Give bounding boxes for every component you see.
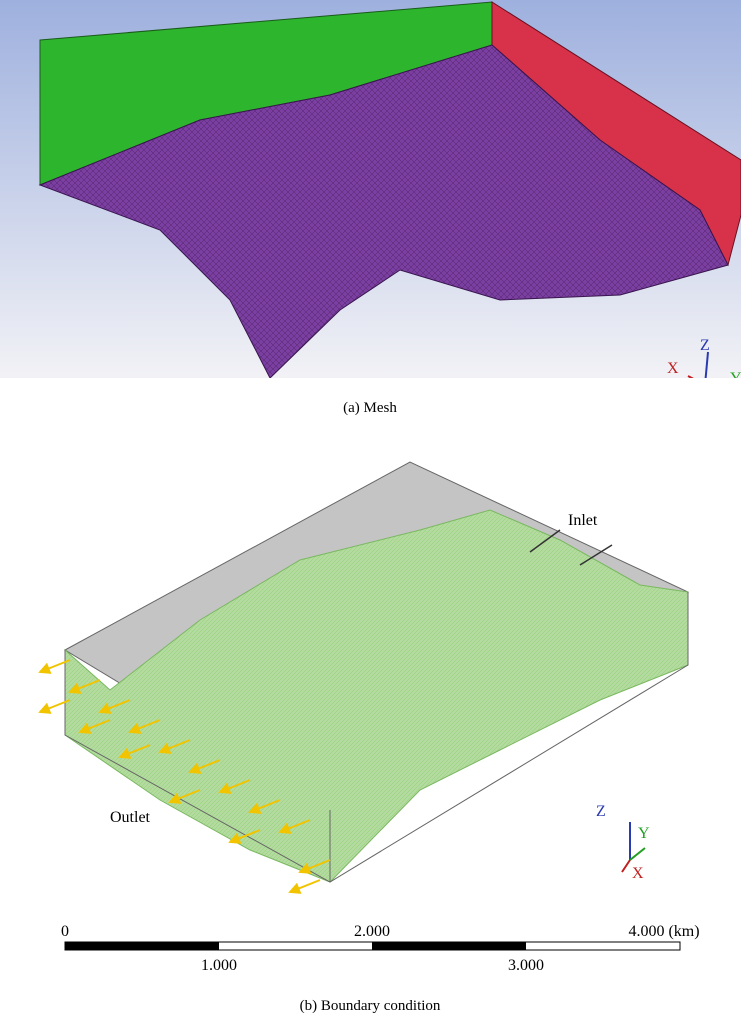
- scale-label: 4.000 (km): [628, 923, 699, 940]
- axis-label: Z: [700, 337, 710, 354]
- scale-bar: 0 2.000 4.000 (km) 1.000 3.000: [61, 923, 700, 974]
- mesh-panel: Z X Y: [0, 0, 741, 387]
- scale-label: 2.000: [354, 923, 390, 940]
- axis-label: X: [667, 360, 679, 377]
- outlet-label: Outlet: [110, 809, 151, 826]
- inlet-label: Inlet: [568, 512, 598, 529]
- scale-label: 0: [61, 923, 69, 940]
- figure: Z X Y (a) Mesh Inlet Outlet Z: [0, 0, 741, 1027]
- axis-triad: Z Y X: [596, 803, 650, 882]
- caption: (a) Mesh: [343, 400, 397, 416]
- scale-label: 1.000: [201, 957, 237, 974]
- boundary-panel: Inlet Outlet Z Y X: [40, 462, 688, 892]
- terrain-surface: [65, 510, 688, 882]
- scale-label: 3.000: [508, 957, 544, 974]
- axis-label: X: [632, 865, 644, 882]
- axis-label: Z: [596, 803, 606, 820]
- axis-label: Y: [638, 825, 650, 842]
- caption: (b) Boundary condition: [300, 998, 441, 1014]
